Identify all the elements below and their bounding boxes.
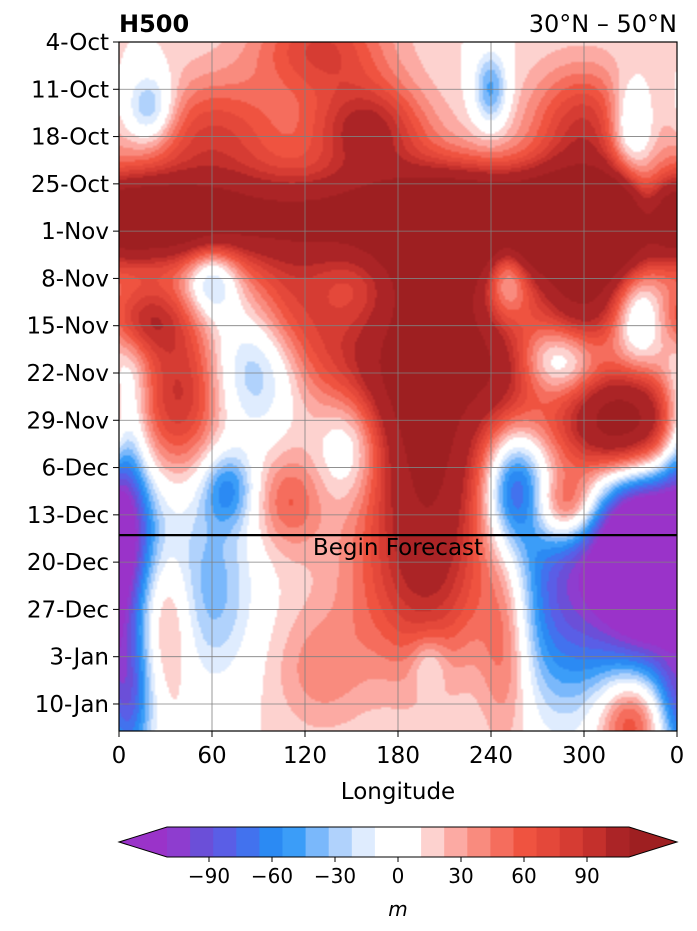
- y-tick-label-12: 27-Dec: [27, 597, 109, 623]
- title-right: 30°N – 50°N: [529, 10, 677, 38]
- colorbar-swatch-5: [282, 827, 307, 857]
- y-axis-ticks: 4-Oct 11-Oct 18-Oct 25-Oct 1-Nov 8-Nov 15-Nov 2…: [27, 30, 119, 718]
- colorbar-tick-label-5: 60: [511, 864, 536, 888]
- x-tick-label-3: 180: [376, 743, 420, 769]
- title-left: H500: [119, 10, 189, 38]
- y-tick-label-4: 1-Nov: [41, 219, 109, 245]
- colorbar-swatch-16: [536, 827, 561, 857]
- colorbar-extend-low: [119, 827, 167, 857]
- forecast-label: Begin Forecast: [313, 535, 483, 561]
- x-tick-label-0: 0: [112, 743, 127, 769]
- colorbar-swatch-19: [605, 827, 630, 857]
- colorbar-swatch-0: [167, 827, 191, 857]
- colorbar: −90 −60 −30 0 30 60 90: [117, 826, 679, 888]
- x-tick-label-1: 60: [197, 743, 226, 769]
- y-tick-label-10: 13-Dec: [27, 503, 109, 529]
- y-tick-label-6: 15-Nov: [27, 314, 109, 340]
- plot-area: Begin Forecast: [118, 41, 678, 732]
- colorbar-tick-label-2: −30: [314, 864, 356, 888]
- colorbar-swatch-14: [490, 827, 514, 857]
- colorbar-swatch-13: [467, 827, 491, 857]
- colorbar-swatch-15: [513, 827, 538, 857]
- colorbar-tick-label-3: 0: [392, 864, 405, 888]
- x-tick-label-4: 240: [469, 743, 513, 769]
- colorbar-swatch-17: [559, 827, 584, 857]
- x-tick-label-2: 120: [283, 743, 327, 769]
- y-tick-label-5: 8-Nov: [41, 266, 109, 292]
- colorbar-swatch-3: [236, 827, 260, 857]
- colorbar-tick-label-4: 30: [448, 864, 473, 888]
- y-tick-label-7: 22-Nov: [27, 361, 109, 387]
- colorbar-tick-label-0: −90: [188, 864, 230, 888]
- colorbar-tick-label-1: −60: [251, 864, 293, 888]
- x-axis-label: Longitude: [341, 779, 455, 805]
- colorbar-swatch-2: [213, 827, 237, 857]
- y-tick-label-0: 4-Oct: [46, 30, 109, 56]
- colorbar-swatch-12: [444, 827, 468, 857]
- y-tick-label-13: 3-Jan: [49, 645, 109, 671]
- colorbar-extend-high: [629, 827, 677, 857]
- colorbar-swatch-10: [398, 827, 422, 857]
- x-tick-label-6: 0: [670, 743, 685, 769]
- colorbar-label: m: [388, 897, 407, 921]
- colorbar-swatch-1: [190, 827, 214, 857]
- y-tick-label-3: 25-Oct: [31, 172, 109, 198]
- y-tick-label-11: 20-Dec: [27, 550, 109, 576]
- y-tick-label-14: 10-Jan: [35, 692, 109, 718]
- y-tick-label-2: 18-Oct: [31, 125, 109, 151]
- colorbar-swatch-4: [259, 827, 283, 857]
- y-tick-label-8: 29-Nov: [27, 408, 109, 434]
- x-tick-label-5: 300: [562, 743, 606, 769]
- colorbar-swatch-18: [582, 827, 607, 857]
- colorbar-swatch-8: [351, 827, 376, 857]
- x-axis-ticks: 0 60 120 180 240 300 0: [112, 731, 685, 769]
- y-tick-label-1: 11-Oct: [31, 77, 109, 103]
- colorbar-swatch-7: [328, 827, 353, 857]
- colorbar-swatch-11: [421, 827, 445, 857]
- colorbar-swatch-6: [305, 827, 330, 857]
- y-tick-label-9: 6-Dec: [42, 456, 109, 482]
- colorbar-outline: [117, 826, 679, 858]
- colorbar-tick-label-6: 90: [574, 864, 599, 888]
- colorbar-swatch-9: [374, 827, 399, 857]
